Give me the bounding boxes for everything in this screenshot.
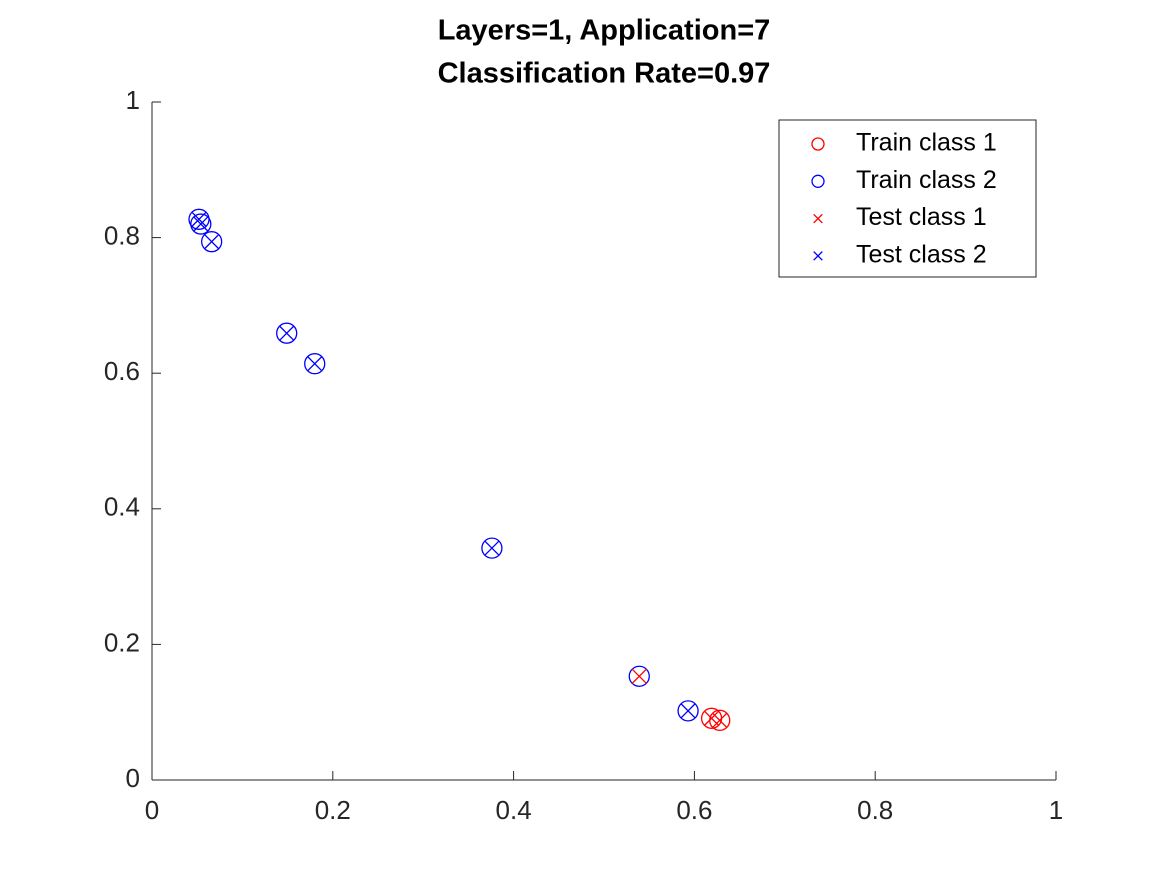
legend-marker <box>813 251 823 261</box>
x-tick-label: 0.6 <box>676 795 712 825</box>
chart-title: Classification Rate=0.97 <box>438 58 771 90</box>
y-tick-label: 0.6 <box>104 356 140 386</box>
point <box>201 231 223 253</box>
legend-marker <box>813 213 823 224</box>
y-tick-label: 0 <box>126 763 140 793</box>
point <box>193 216 209 232</box>
legend-label: Test class 1 <box>856 203 987 231</box>
point <box>304 353 326 375</box>
x-tick-label: 1 <box>1049 795 1063 825</box>
legend-marker <box>811 137 825 151</box>
x-tick-label: 0.4 <box>496 795 532 825</box>
y-tick-label: 0.2 <box>104 627 140 657</box>
point <box>712 712 728 728</box>
legend-label: Train class 1 <box>856 129 997 157</box>
y-tick-label: 0.8 <box>104 220 140 250</box>
y-tick-label: 1 <box>126 85 140 115</box>
x-tick-label: 0 <box>145 795 159 825</box>
y-tick-label: 0.4 <box>104 492 140 522</box>
point <box>484 540 500 556</box>
legend-marker <box>811 174 825 188</box>
point <box>631 668 647 684</box>
point <box>481 537 503 559</box>
x-tick-label: 0.8 <box>857 795 893 825</box>
point <box>628 665 650 687</box>
point <box>279 325 295 341</box>
point <box>680 703 696 719</box>
point <box>677 700 699 722</box>
point <box>307 356 323 372</box>
point <box>276 322 298 344</box>
point <box>191 211 207 227</box>
legend-box <box>778 119 1037 278</box>
legend-label: Test class 2 <box>856 241 987 269</box>
point <box>190 213 212 235</box>
legend-label: Train class 2 <box>856 166 997 194</box>
x-tick-label: 0.2 <box>315 795 351 825</box>
point <box>204 234 220 250</box>
chart-title: Layers=1, Application=7 <box>438 15 771 47</box>
